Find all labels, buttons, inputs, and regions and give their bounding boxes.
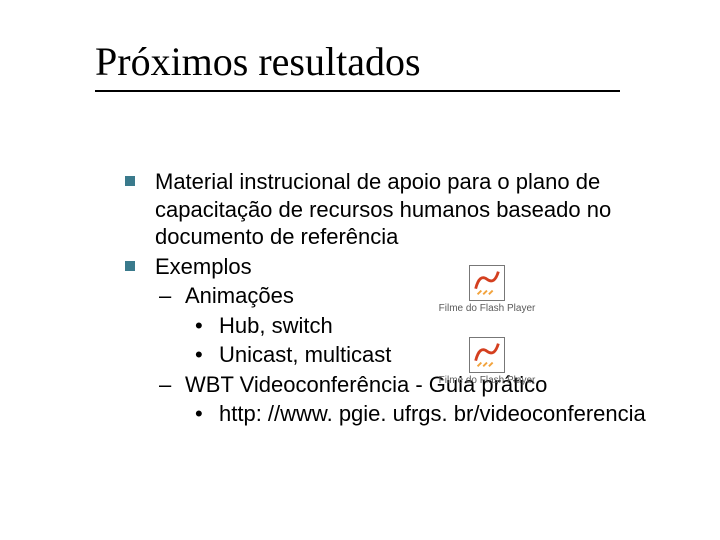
- bullet-level2: – Animações: [125, 282, 665, 310]
- bullet-text: Material instrucional de apoio para o pl…: [155, 169, 611, 249]
- bullet-text: http: //www. pgie. ufrgs. br/videoconfer…: [219, 401, 646, 426]
- flash-player-icon: [469, 337, 505, 373]
- square-bullet-icon: [125, 261, 135, 271]
- bullet-text: Exemplos: [155, 254, 252, 279]
- slide-title: Próximos resultados: [95, 38, 421, 85]
- flash-player-embed[interactable]: Filme do Flash Player: [432, 337, 542, 386]
- flash-caption: Filme do Flash Player: [432, 303, 542, 314]
- square-bullet-icon: [125, 176, 135, 186]
- title-underline: [95, 90, 620, 92]
- dot-bullet-icon: •: [195, 341, 203, 369]
- dot-bullet-icon: •: [195, 400, 203, 428]
- bullet-level2: – WBT Videoconferência - Guia prático: [125, 371, 665, 399]
- bullet-level1: Exemplos: [125, 253, 665, 281]
- bullet-level3: • Hub, switch: [125, 312, 665, 340]
- bullet-level3: • Unicast, multicast: [125, 341, 665, 369]
- bullet-text: Unicast, multicast: [219, 342, 391, 367]
- flash-caption: Filme do Flash Player: [432, 375, 542, 386]
- flash-player-embed[interactable]: Filme do Flash Player: [432, 265, 542, 314]
- content-area: Material instrucional de apoio para o pl…: [125, 168, 665, 430]
- bullet-text: Animações: [185, 283, 294, 308]
- dot-bullet-icon: •: [195, 312, 203, 340]
- slide: Próximos resultados Material instruciona…: [0, 0, 720, 540]
- dash-bullet-icon: –: [159, 371, 171, 399]
- bullet-level3: • http: //www. pgie. ufrgs. br/videoconf…: [125, 400, 665, 428]
- dash-bullet-icon: –: [159, 282, 171, 310]
- bullet-text: Hub, switch: [219, 313, 333, 338]
- bullet-level1: Material instrucional de apoio para o pl…: [125, 168, 665, 251]
- flash-player-icon: [469, 265, 505, 301]
